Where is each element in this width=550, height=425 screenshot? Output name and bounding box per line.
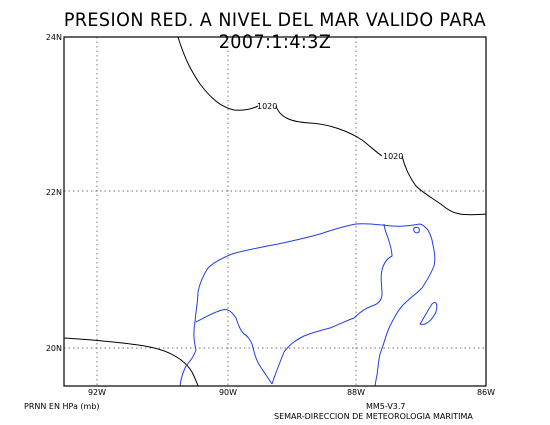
lat-label-24n: 24N (46, 33, 62, 42)
islet (413, 226, 420, 234)
isobar-1020-southwest (63, 337, 199, 387)
cozumel-island (419, 301, 438, 325)
isobar-1020-north-cont (275, 105, 383, 157)
state-border-east (271, 223, 393, 385)
state-border-west (195, 309, 273, 385)
model-label: MM5-V3.7 (366, 402, 406, 411)
isobar-label-1: 1020 (257, 102, 277, 111)
map-frame (63, 36, 487, 387)
lat-label-22n: 22N (46, 188, 62, 197)
isobar-label-2: 1020 (383, 152, 403, 161)
lon-label-92w: 92W (88, 388, 106, 397)
graticule (64, 37, 486, 386)
yucatan-coast (179, 223, 436, 387)
lon-label-90w: 90W (219, 388, 237, 397)
lon-label-86w: 86W (477, 388, 495, 397)
lon-label-88w: 88W (347, 388, 365, 397)
isobar-1020-north (177, 36, 259, 111)
lat-label-20n: 20N (46, 344, 62, 353)
variable-label: PRNN EN HPa (mb) (24, 402, 100, 411)
isobars (63, 36, 487, 387)
coastline (179, 223, 438, 387)
isobar-1020-east (401, 155, 487, 216)
agency-label: SEMAR-DIRECCION DE METEOROLOGIA MARITIMA (274, 412, 473, 421)
